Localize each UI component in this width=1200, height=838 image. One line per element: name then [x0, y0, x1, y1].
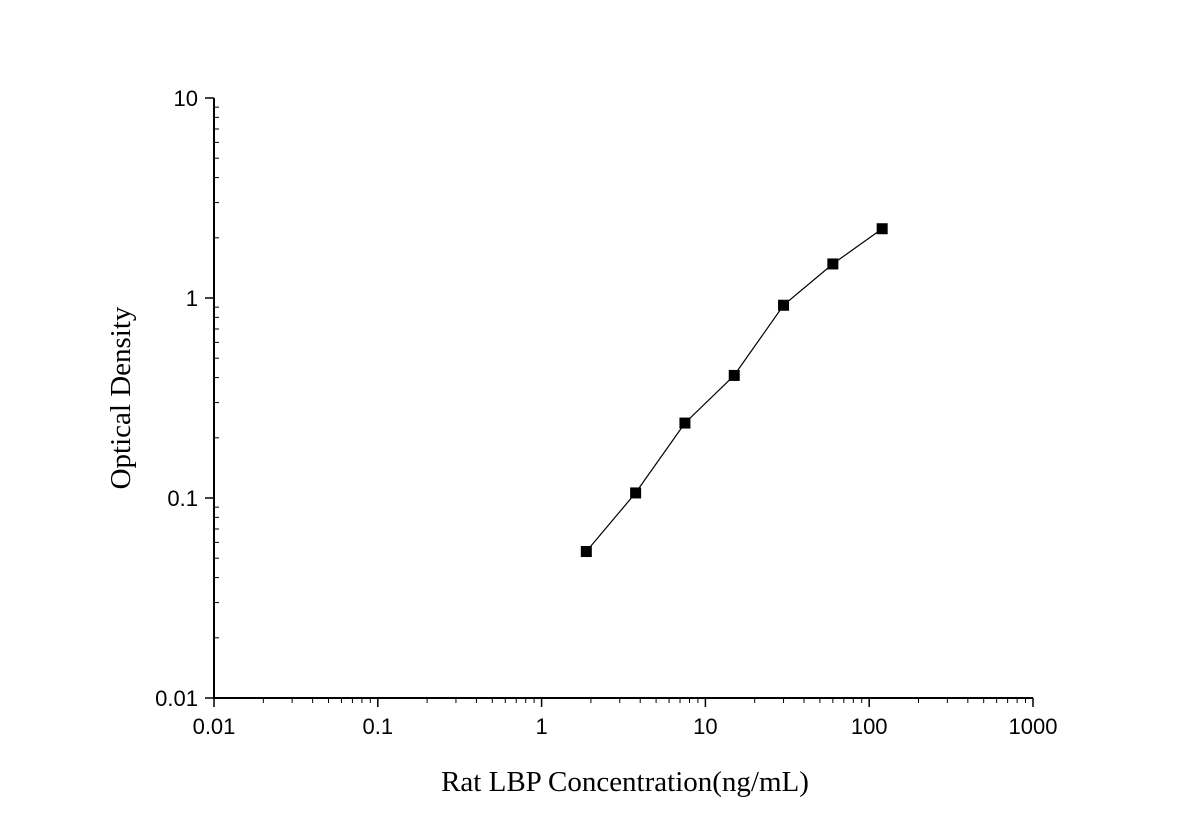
- x-axis-ticks: 0.01 0.1 1 10 100 1000: [193, 698, 1058, 739]
- x-tick-label: 10: [693, 714, 717, 739]
- x-tick-label: 1: [535, 714, 547, 739]
- data-point: [778, 299, 790, 311]
- y-axis-ticks: 0.01 0.1 1 10: [155, 86, 219, 711]
- y-tick-label: 0.01: [155, 686, 198, 711]
- y-axis-title: Optical Density: [105, 306, 137, 489]
- x-tick-label: 100: [851, 714, 888, 739]
- data-series: [580, 223, 888, 558]
- data-point: [679, 417, 691, 429]
- data-point: [876, 223, 888, 235]
- axes: [213, 98, 1033, 699]
- x-tick-label: 0.1: [363, 714, 394, 739]
- data-point: [580, 546, 592, 558]
- data-point: [728, 369, 740, 381]
- data-point: [630, 487, 642, 499]
- y-tick-label: 1: [186, 286, 198, 311]
- y-tick-label: 10: [174, 86, 198, 111]
- x-axis-title: Rat LBP Concentration(ng/mL): [441, 766, 809, 798]
- y-tick-label: 0.1: [167, 486, 198, 511]
- x-tick-label: 0.01: [193, 714, 236, 739]
- series-line: [585, 228, 883, 552]
- x-tick-label: 1000: [1009, 714, 1058, 739]
- data-point: [827, 258, 839, 270]
